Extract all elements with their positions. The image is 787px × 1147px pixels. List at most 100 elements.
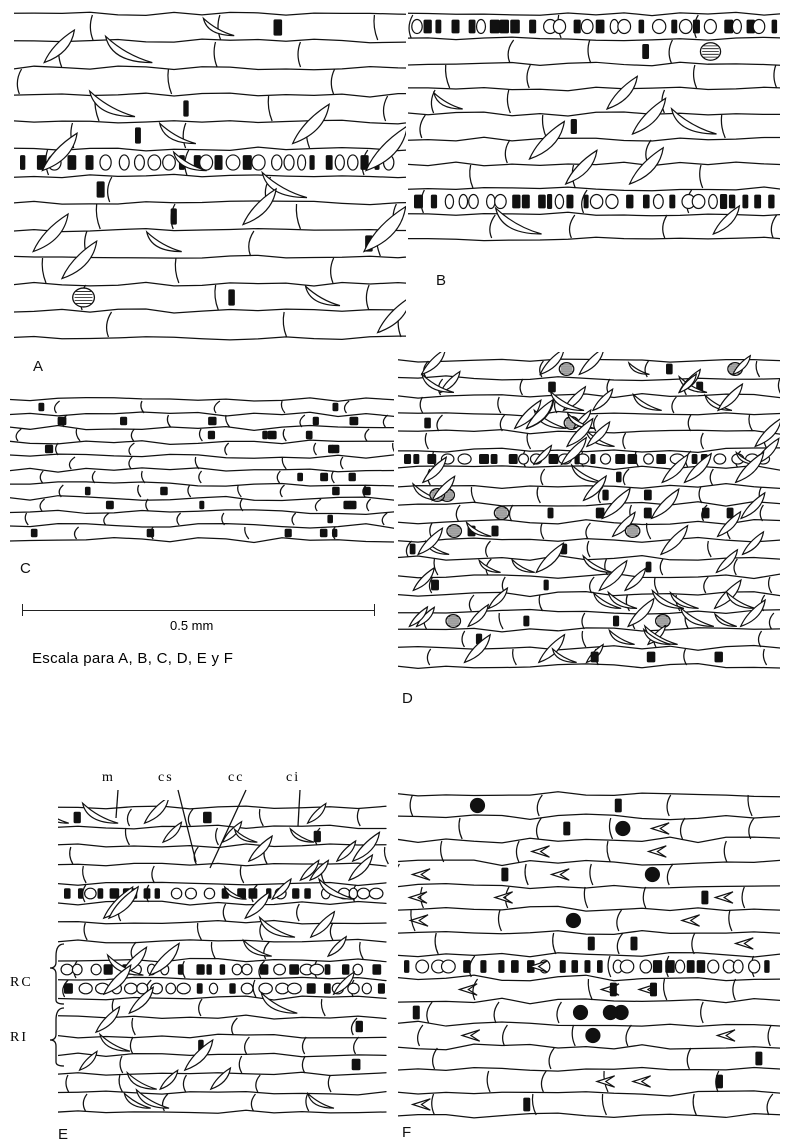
cell-end-wall	[616, 932, 624, 955]
cell-end-wall	[468, 594, 475, 612]
cell-end-wall	[69, 846, 74, 865]
prickle-hair	[148, 942, 180, 977]
cork-cell	[731, 18, 743, 35]
cell-wall-row	[398, 627, 780, 633]
silica-cell	[643, 507, 652, 519]
cell-end-wall	[198, 998, 203, 1017]
cell-end-wall	[174, 257, 180, 284]
panel-label-d: D	[402, 690, 413, 707]
prickle-hair	[739, 598, 766, 628]
silica-cell	[669, 194, 676, 209]
silica-cell	[177, 964, 184, 975]
cell-end-wall	[504, 139, 511, 164]
silica-cell	[199, 500, 205, 510]
cell-wall-row	[398, 1112, 780, 1119]
silica-cell	[511, 960, 519, 973]
cork-cell	[133, 154, 145, 171]
silica-cell	[297, 472, 304, 482]
prickle-hair	[58, 818, 69, 824]
cell-wall-row	[398, 974, 780, 982]
silica-cell	[686, 960, 695, 973]
cell-end-wall	[409, 794, 414, 817]
cell-end-wall	[280, 400, 286, 414]
cell-wall-row	[58, 1109, 387, 1114]
silica-cell	[103, 964, 113, 975]
cell-wall-row	[398, 518, 780, 526]
silica-cell	[44, 444, 54, 454]
cork-cell	[411, 18, 423, 35]
cell-wall-row	[14, 200, 406, 206]
cell-wall-row	[398, 447, 780, 453]
cell-end-wall	[692, 1093, 697, 1116]
silica-cell	[219, 964, 226, 975]
prickle-hair	[478, 558, 501, 573]
silica-cell	[469, 797, 486, 814]
cell-wall-row	[14, 173, 406, 179]
cork-cell	[619, 959, 635, 974]
cell-end-wall	[701, 504, 708, 522]
prickle-hair	[202, 16, 235, 37]
cell-end-wall	[497, 909, 502, 932]
silica-cell	[404, 454, 412, 464]
prickle-hair	[98, 1032, 131, 1052]
hook-cell	[549, 868, 570, 881]
silica-cell	[754, 194, 762, 209]
cell-end-wall	[252, 979, 257, 998]
cell-wall-row	[10, 481, 394, 487]
cork-cell	[241, 963, 253, 976]
cell-end-wall	[428, 576, 434, 594]
prickle-hair	[306, 802, 327, 825]
silica-cell	[154, 888, 160, 899]
cell-network	[14, 11, 406, 341]
cell-wall-row	[14, 146, 406, 152]
cell-wall-row	[14, 11, 406, 17]
cell-wall-row	[58, 1090, 387, 1096]
silica-cell	[538, 194, 546, 209]
silica-cell	[135, 127, 141, 144]
prickle-hair	[60, 239, 98, 280]
cell-end-wall	[541, 114, 548, 139]
prickle-hair	[525, 398, 554, 430]
cell-end-wall	[282, 311, 288, 338]
hook-cell	[630, 1075, 651, 1088]
silica-cell	[529, 19, 537, 34]
cell-wall-row	[10, 467, 394, 473]
prickle-hair	[271, 877, 292, 901]
cell-end-wall	[587, 978, 593, 1001]
cell-end-wall	[728, 909, 733, 932]
prickle-hair	[608, 628, 635, 645]
silica-cell	[20, 155, 26, 170]
silica-cell	[702, 507, 710, 519]
cell-end-wall	[140, 400, 145, 414]
silica-cell	[332, 486, 340, 496]
silica-cell	[652, 960, 663, 973]
prickle-hair	[104, 34, 153, 64]
cell-end-wall	[645, 522, 652, 540]
silica-cell	[645, 561, 652, 573]
cell-end-wall	[622, 468, 630, 486]
silica-cell	[616, 471, 622, 483]
cell-end-wall	[210, 941, 216, 960]
cell-end-wall	[248, 230, 255, 257]
prickle-hair	[123, 1091, 151, 1109]
silica-cell	[468, 19, 476, 34]
cork-cell	[90, 963, 102, 976]
cell-end-wall	[39, 498, 45, 512]
cell-end-wall	[662, 214, 668, 239]
silica-cell	[208, 416, 217, 426]
silica-cell	[319, 528, 328, 538]
prickle-hair	[631, 97, 667, 136]
silica-cell	[431, 579, 439, 591]
cell-end-wall	[82, 1093, 88, 1112]
prickle-hair	[564, 149, 598, 186]
epidermis-drawing-c	[10, 397, 394, 544]
cell-end-wall	[700, 1001, 704, 1024]
cell-wall-row	[14, 254, 406, 259]
silica-cell	[57, 416, 67, 426]
cell-end-wall	[455, 504, 461, 522]
panel-d-drawing	[398, 352, 780, 680]
cell-wall-row	[58, 957, 387, 963]
cell-wall-row	[58, 900, 387, 906]
cell-end-wall	[470, 486, 477, 504]
cell-wall-row	[398, 1020, 780, 1028]
